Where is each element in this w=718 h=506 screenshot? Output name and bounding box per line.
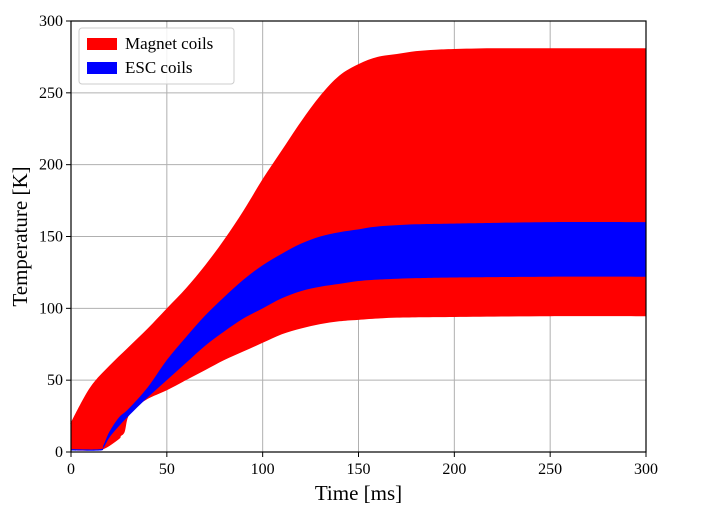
legend-swatch-magnet-coils [87, 38, 117, 50]
legend-box [78, 27, 235, 85]
esc-coils-area [71, 222, 646, 451]
y-tick-label: 250 [39, 85, 63, 102]
y-tick-label: 0 [55, 444, 63, 461]
legend: Magnet coils ESC coils [78, 27, 235, 85]
ticks: 0 50 100 150 200 250 300 0 50 100 150 200 250 300 [39, 13, 658, 478]
x-tick-label: 150 [347, 461, 371, 478]
y-tick-label: 100 [39, 300, 63, 317]
x-tick-label: 50 [159, 461, 175, 478]
y-tick-label: 50 [47, 372, 63, 389]
x-tick-label: 200 [442, 461, 466, 478]
y-axis-title: Temperature [K] [8, 166, 32, 306]
x-tick-label: 250 [538, 461, 562, 478]
legend-swatch-esc-coils [87, 62, 117, 74]
x-axis-title: Time [ms] [315, 481, 402, 505]
y-tick-label: 300 [39, 13, 63, 30]
legend-label-magnet-coils: Magnet coils [125, 34, 213, 53]
x-tick-label: 0 [67, 461, 75, 478]
y-tick-label: 150 [39, 229, 63, 246]
series-layer [70, 48, 647, 451]
x-tick-label: 100 [251, 461, 275, 478]
legend-label-esc-coils: ESC coils [125, 58, 193, 77]
y-tick-label: 200 [39, 157, 63, 174]
x-tick-label: 300 [634, 461, 658, 478]
